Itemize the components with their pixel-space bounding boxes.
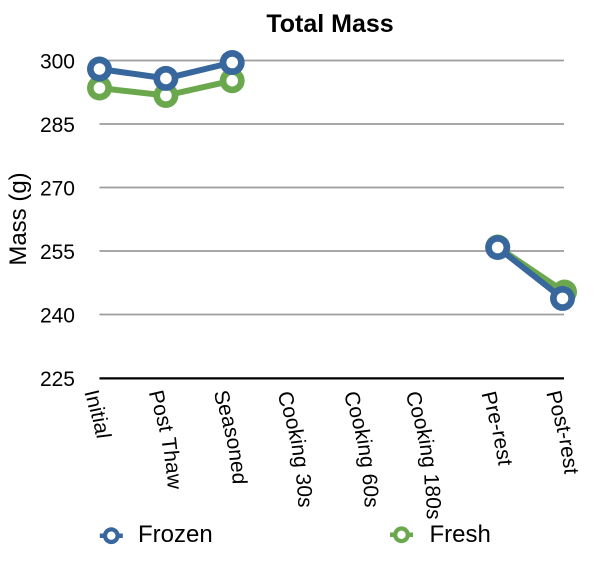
svg-text:225: 225 (40, 368, 75, 391)
svg-text:Frozen: Frozen (138, 521, 213, 548)
svg-text:270: 270 (40, 178, 75, 201)
svg-text:Total Mass: Total Mass (266, 10, 393, 38)
svg-text:255: 255 (40, 241, 75, 264)
svg-text:240: 240 (40, 305, 75, 328)
svg-text:Fresh: Fresh (430, 521, 491, 548)
svg-text:285: 285 (40, 114, 75, 137)
svg-text:300: 300 (40, 51, 75, 74)
svg-text:Mass (g): Mass (g) (5, 172, 32, 265)
